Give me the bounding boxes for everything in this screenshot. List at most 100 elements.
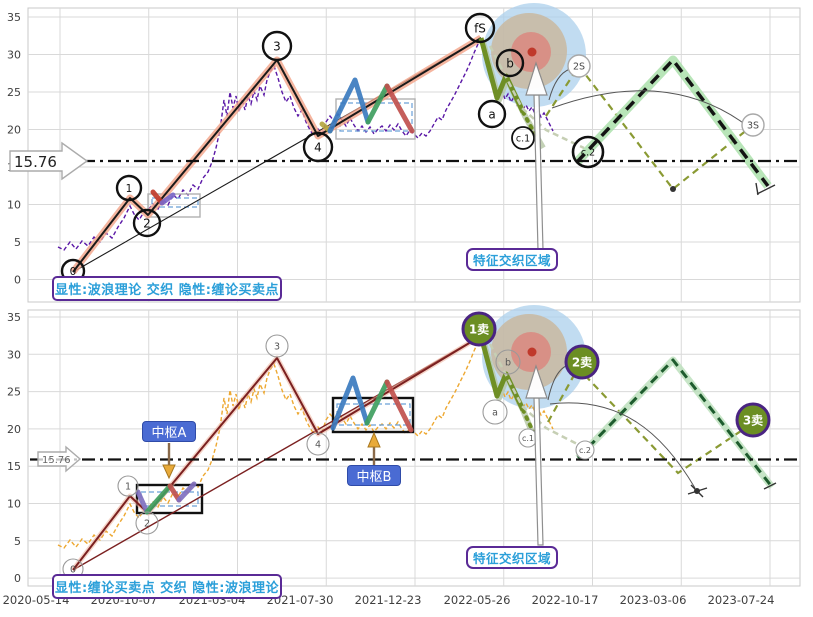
point-circle-4 — [302, 131, 334, 163]
point-circle-b — [495, 48, 525, 78]
y-axis-label: 25 — [7, 386, 21, 399]
point-circle-3 — [265, 334, 289, 358]
sell-badge-label-1卖: 1卖 — [469, 322, 489, 337]
segment-zigzag — [330, 375, 370, 431]
point-circle-b — [495, 349, 521, 375]
x-axis-date-label: 2022-10-17 — [532, 593, 599, 607]
point-label-a: a — [492, 407, 498, 418]
wave-line — [72, 335, 482, 571]
y-axis-label: 10 — [7, 199, 21, 212]
point-label-2: 2 — [143, 216, 151, 230]
y-axis-label: 30 — [7, 348, 21, 361]
segment-zigzag — [384, 83, 415, 134]
point-label-c.2: c.2 — [579, 446, 591, 455]
point-circle-3S — [741, 113, 765, 137]
bullseye-center-dot — [527, 347, 537, 357]
point-circle-1 — [117, 475, 139, 497]
y-axis-label: 30 — [7, 49, 21, 62]
y-axis-label: 20 — [7, 423, 21, 436]
marker-dot — [670, 186, 676, 192]
point-circle-fS — [464, 12, 496, 44]
point-label-c.1: c.1 — [522, 434, 534, 443]
point-label-0: 0 — [70, 564, 76, 575]
projection-dashed-line — [575, 58, 770, 188]
sell-badge-2卖 — [564, 344, 600, 380]
segment-zigzag — [144, 483, 173, 515]
y-axis-label: 20 — [7, 124, 21, 137]
point-label-3S: 3S — [747, 120, 759, 131]
y-axis-label: 5 — [14, 236, 21, 249]
segment-zigzag — [167, 483, 182, 503]
connector-arc — [548, 68, 571, 101]
x-axis-date-label: 2021-07-30 — [267, 593, 334, 607]
x-axis-date-label: 2023-07-24 — [708, 593, 775, 607]
connector-arc — [551, 90, 751, 129]
sell-badge-label-3卖: 3卖 — [743, 413, 763, 428]
y-axis-label: 25 — [7, 86, 21, 99]
segment-zigzag — [384, 379, 414, 433]
point-circle-c.2 — [575, 440, 595, 460]
point-circle-2S — [567, 54, 591, 78]
point-label-a: a — [488, 107, 495, 121]
legend-label-top: 显性:波浪理论 交织 隐性:缠论买卖点 — [52, 276, 282, 301]
point-circle-a — [482, 399, 508, 425]
bullseye-center-dot — [527, 47, 537, 57]
point-circle-c.1 — [511, 126, 535, 150]
point-circle-2 — [132, 208, 162, 238]
pale-dashed-line — [488, 343, 582, 448]
pivot-b-label: 中枢B — [347, 465, 401, 486]
panel-background — [27, 7, 801, 303]
panel-background — [27, 309, 801, 587]
point-label-2: 2 — [144, 518, 150, 529]
point-label-3: 3 — [273, 39, 281, 53]
y-axis-label: 0 — [14, 572, 21, 585]
upward-white-arrow-head — [525, 364, 548, 399]
segment-zigzag — [365, 83, 390, 125]
pivot-box-inner-dashed — [151, 197, 199, 208]
connector-arc — [549, 402, 696, 489]
point-label-4: 4 — [315, 439, 321, 450]
point-label-b: b — [506, 56, 514, 70]
pivot-a-arrow-head — [162, 464, 176, 480]
sell-badge-3卖 — [735, 402, 771, 438]
pivot-b-arrow-head — [367, 431, 381, 448]
y-axis-label: 35 — [7, 11, 21, 24]
y-axis-label: 10 — [7, 498, 21, 511]
end-mark — [755, 182, 759, 196]
point-circle-2 — [135, 511, 159, 535]
point-circle-1 — [115, 174, 143, 202]
end-mark — [756, 184, 776, 195]
sell-badge-1卖 — [461, 311, 497, 347]
y-axis-label: 35 — [7, 311, 21, 324]
segment-zigzag — [364, 379, 390, 426]
point-label-1: 1 — [126, 183, 133, 195]
end-mark — [690, 484, 704, 498]
point-circle-4 — [306, 432, 330, 456]
segment-zigzag — [176, 481, 197, 503]
end-mark — [763, 482, 777, 490]
point-label-4: 4 — [314, 140, 322, 154]
connector-arc — [547, 365, 567, 401]
point-label-2S: 2S — [573, 61, 585, 72]
projection-dashed-line — [576, 358, 774, 488]
feature-zone-label-top: 特征交织区域 — [466, 248, 558, 271]
reference-price-text: 15.76 — [14, 153, 57, 171]
point-label-fS: fS — [474, 21, 486, 35]
y-axis-label: 5 — [14, 535, 21, 548]
point-label-3: 3 — [274, 341, 280, 352]
point-label-b: b — [505, 357, 511, 368]
feature-zone-label-bottom: 特征交织区域 — [466, 546, 558, 569]
price-arrow-label — [9, 141, 89, 181]
upward-white-arrow-head — [525, 61, 548, 96]
reference-price-text: 15.76 — [42, 455, 71, 466]
pale-dashed-line — [488, 45, 585, 150]
y-axis-label: 15 — [7, 460, 21, 473]
point-label-0: 0 — [70, 266, 77, 278]
segment-zigzag — [135, 489, 150, 515]
x-axis-date-label: 2023-03-06 — [620, 593, 687, 607]
wave-line — [72, 37, 482, 273]
pivot-a-label: 中枢A — [142, 421, 196, 442]
olive-dashed-zigzag — [545, 64, 754, 191]
